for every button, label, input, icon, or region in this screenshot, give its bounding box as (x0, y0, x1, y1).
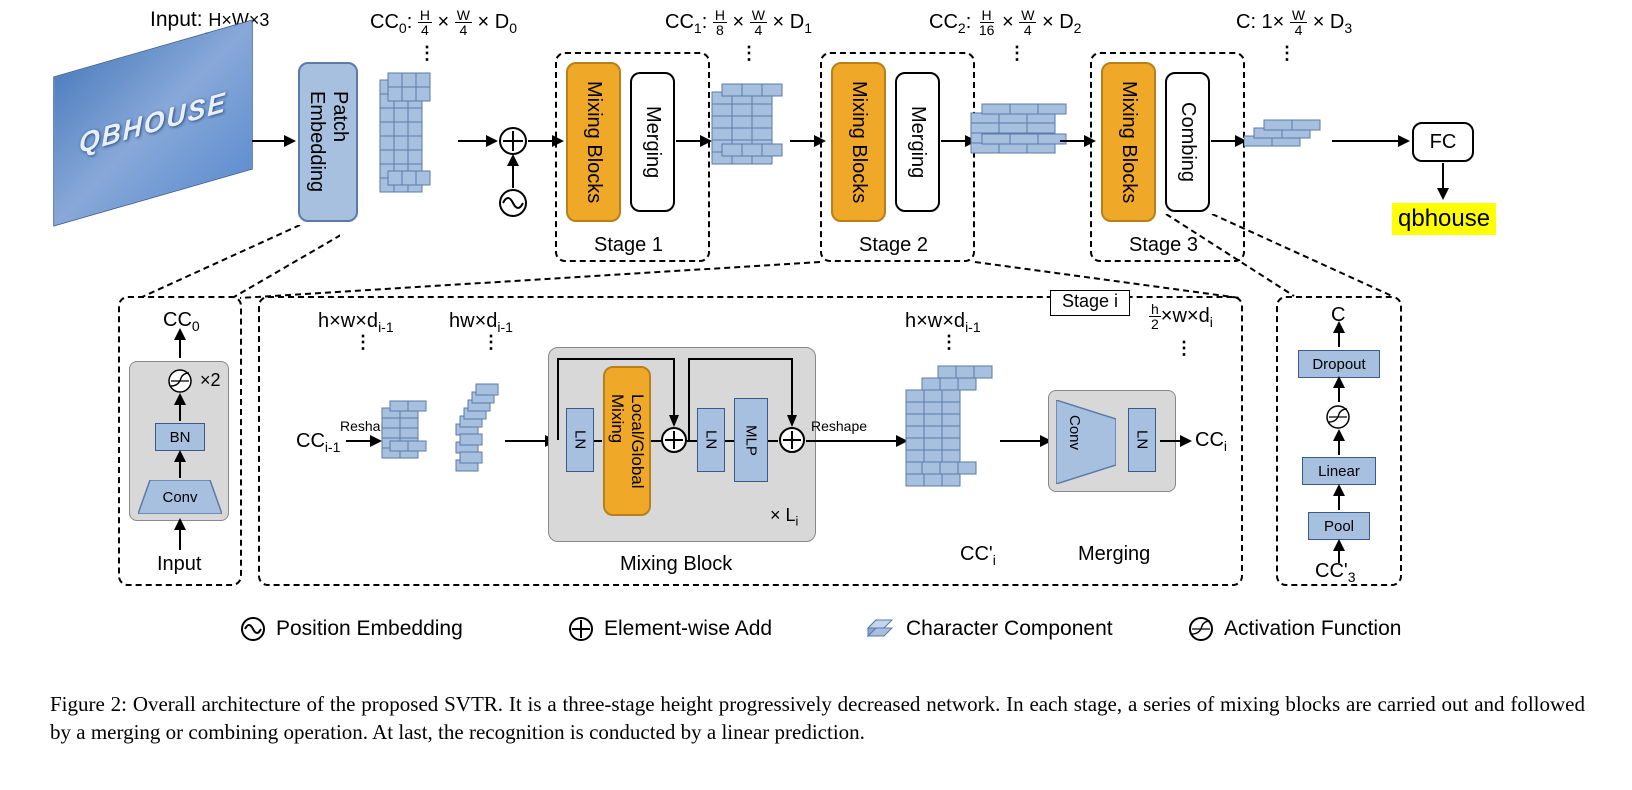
mixing-block-label: Mixing Block (620, 553, 732, 576)
x2-label: ×2 (200, 370, 221, 391)
arrow-input-patch (252, 140, 284, 142)
cc0-cubes (370, 60, 460, 225)
activation-icon-2 (1325, 404, 1351, 430)
arrow-merge-out (1160, 440, 1180, 442)
arrow-dropout-c (1338, 333, 1340, 347)
input-bottom-label: Input (157, 553, 201, 576)
pool-box: Pool (1308, 512, 1370, 540)
arrow-bn-act (179, 405, 181, 421)
arrow-pool-linear (1338, 496, 1340, 510)
dots-b4: ⋮ (1175, 338, 1193, 359)
arrow-into-mixing (505, 440, 545, 442)
arrow-conv-bn (179, 462, 181, 478)
arrow-cci-reshape (346, 440, 370, 442)
arrow-mixing-out (806, 440, 896, 442)
fc-block: FC (1412, 122, 1474, 162)
arrow-ccpi-merge (1000, 440, 1040, 442)
arrow-stage1-out (676, 140, 700, 142)
dots-b1: ⋮ (354, 332, 372, 353)
activation-icon-1 (167, 368, 193, 394)
cubes-b2 (448, 352, 508, 492)
stage2-mixing: Mixing Blocks (831, 62, 886, 222)
svg-text:Conv: Conv (162, 489, 198, 506)
dots-3: ⋮ (740, 43, 758, 64)
output-text: qbhouse (1392, 203, 1496, 235)
dots-c: ⋮ (1278, 43, 1296, 64)
legend-char: Character Component (866, 616, 1113, 642)
legend-act: Activation Function (1188, 616, 1401, 642)
linear-box: Linear (1302, 457, 1376, 485)
cubes-b1 (378, 398, 448, 488)
ccpi-label: CC'i (960, 543, 996, 568)
arrow-cc1-stage2 (790, 140, 814, 142)
ln3-box: LN (1128, 408, 1156, 472)
plus-circle-icon (498, 126, 528, 156)
cci-1-label: CCi-1 (296, 430, 340, 455)
arrow-stage2-out (941, 140, 965, 142)
hline-s5 (768, 440, 778, 442)
stage3-combing: Combing (1165, 72, 1210, 212)
stage3-mixing: Mixing Blocks (1101, 62, 1156, 222)
conv2-label: Conv (1066, 415, 1083, 454)
residual2 (687, 355, 807, 445)
arrow-cc2-stage3 (1060, 140, 1084, 142)
zoom-connector-left (130, 225, 340, 300)
arrow-act-dropout (1338, 388, 1340, 402)
arrow-stage3-out (1211, 140, 1235, 142)
merging-bottom-label: Merging (1078, 543, 1150, 566)
stage1-merging: Merging (630, 72, 675, 212)
dots-b3: ⋮ (940, 332, 958, 353)
conv-trap-2 (1056, 400, 1116, 484)
ccp3-label: CC'3 (1315, 560, 1356, 585)
stage-i-label: Stage i (1050, 290, 1130, 316)
arrow-cc0-plus (458, 140, 486, 142)
hwd-label-2: hw×di-1 (449, 310, 513, 335)
arrow-fc-down-head (1437, 188, 1449, 200)
hline-s2 (651, 440, 661, 442)
stage1-label: Stage 1 (594, 234, 663, 257)
legend-add: Element-wise Add (568, 616, 772, 642)
hline-s4 (725, 440, 734, 442)
arrow-plus-stage1 (528, 140, 552, 142)
cci-label: CCi (1195, 429, 1227, 454)
arrow-c-fc (1332, 140, 1398, 142)
stage2-merging: Merging (895, 72, 940, 212)
patch-embedding-block: Patch Embedding (298, 62, 358, 222)
pos-embed-icon (498, 188, 528, 218)
reshape2-label: Reshape (811, 418, 867, 434)
dots-b2: ⋮ (482, 332, 500, 353)
arrow-posembed (512, 166, 514, 188)
arrow-linear-act (1338, 441, 1340, 455)
arrow-fc-out (1442, 163, 1444, 191)
zoom-connector-right (1164, 214, 1404, 299)
c-cubes (1244, 116, 1344, 166)
stage2-label: Stage 2 (859, 234, 928, 257)
arrow-input-conv (179, 530, 181, 550)
hline-s3 (687, 440, 697, 442)
stage1-mixing: Mixing Blocks (566, 62, 621, 222)
hline-s1 (594, 440, 602, 442)
residual1 (556, 355, 686, 445)
conv-trap-1: Conv (138, 480, 222, 514)
dropout-box: Dropout (1298, 350, 1380, 378)
figure-caption: Figure 2: Overall architecture of the pr… (50, 690, 1585, 747)
bn-box: BN (155, 423, 205, 451)
xli-label: × Li (770, 505, 798, 529)
c-label: C: 1× W4 × D3 (1236, 8, 1352, 37)
cc1-label: CC1: H8 × W4 × D1 (665, 8, 812, 37)
dots-4: ⋮ (1008, 43, 1026, 64)
arrow-bn-cc0 (179, 340, 181, 358)
legend-pos: Position Embedding (240, 616, 463, 642)
cc2-label: CC2: H16 × W4 × D2 (929, 8, 1081, 37)
h2wd-label: h2×w×di (1149, 302, 1213, 331)
cc0-label: CC0: H4 × W4 × D0 (370, 8, 517, 37)
input-image: QBHOUSE (53, 19, 253, 226)
